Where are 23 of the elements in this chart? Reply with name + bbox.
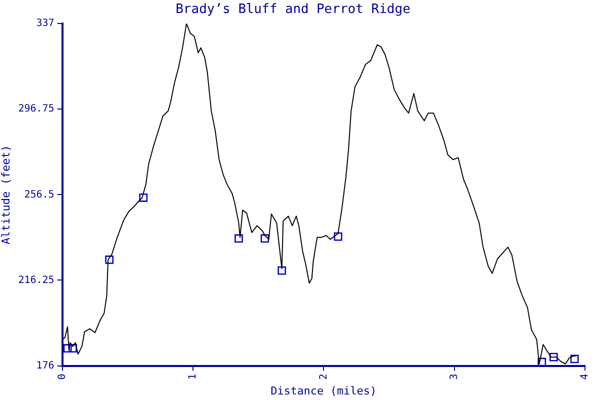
point	[105, 256, 114, 264]
x-tick-label: 2	[318, 374, 330, 380]
y-tick-label: 256.5	[24, 189, 54, 200]
point	[334, 232, 342, 241]
y-tick-label: 337	[36, 18, 54, 30]
point	[570, 354, 579, 364]
point	[538, 358, 546, 366]
point	[139, 193, 148, 202]
point	[63, 344, 72, 353]
y-tick-label: 176	[36, 360, 54, 372]
x-tick-label: 1	[188, 374, 199, 380]
point	[260, 234, 270, 243]
x-axis-title: Distance (miles)	[270, 384, 377, 398]
x-tick-label: 0	[56, 374, 68, 380]
point	[278, 266, 286, 275]
chart-title: Brady’s Bluff and Perrot Ridge	[176, 2, 411, 18]
y-tick-label: 296.75	[18, 104, 54, 115]
point	[234, 234, 243, 243]
x-tick-label: 4	[580, 374, 591, 380]
point	[549, 352, 558, 362]
y-tick-label: 216.25	[18, 274, 54, 286]
x-tick-label: 3	[448, 374, 460, 380]
y-axis-title: Altitude (feet)	[0, 145, 12, 244]
